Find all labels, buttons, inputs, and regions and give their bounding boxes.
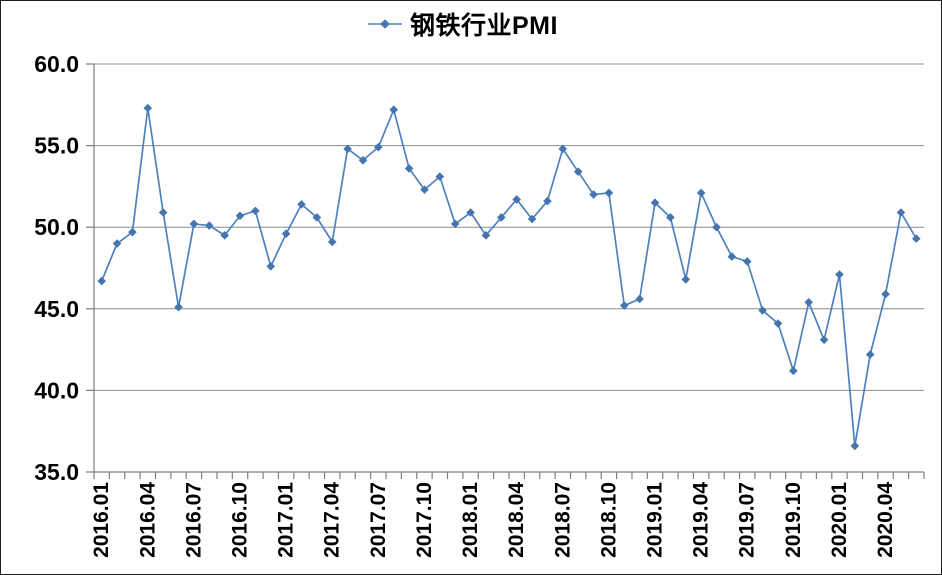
data-point-marker <box>189 219 199 229</box>
data-point-marker <box>404 164 414 173</box>
data-point-marker <box>635 294 644 304</box>
y-axis-label: 60.0 <box>34 51 79 77</box>
legend-line-marker-icon <box>368 19 402 29</box>
x-axis-label: 2019.07 <box>736 482 759 558</box>
data-point-marker <box>497 213 506 222</box>
data-point-marker <box>97 276 106 286</box>
data-point-marker <box>589 190 598 199</box>
data-point-marker <box>466 208 475 217</box>
data-point-marker <box>128 227 137 237</box>
data-point-marker <box>742 257 752 266</box>
data-point-marker <box>343 144 352 154</box>
data-point-marker <box>881 289 890 299</box>
legend-label: 钢铁行业PMI <box>410 12 558 40</box>
data-point-marker <box>235 211 245 221</box>
legend: 钢铁行业PMI <box>367 7 558 41</box>
data-point-marker <box>912 234 921 243</box>
x-axis-label: 2018.01 <box>459 482 482 558</box>
y-axis-label: 55.0 <box>34 133 79 159</box>
data-point-marker <box>158 208 168 217</box>
data-point-marker <box>174 302 183 312</box>
x-axis-label: 2016.07 <box>182 482 205 558</box>
x-axis-label: 2016.01 <box>90 482 113 558</box>
x-axis-label: 2019.01 <box>644 482 667 558</box>
y-axis-label: 40.0 <box>34 377 79 403</box>
y-axis-label: 45.0 <box>34 296 79 322</box>
data-point-marker <box>573 167 583 177</box>
data-point-marker <box>420 185 429 194</box>
data-point-marker <box>666 213 675 222</box>
data-point-marker <box>619 301 629 310</box>
data-point-marker <box>850 441 860 451</box>
data-point-marker <box>481 231 491 240</box>
data-point-marker <box>143 103 153 113</box>
data-point-marker <box>865 350 875 359</box>
data-point-marker <box>727 252 737 261</box>
x-axis-label: 2016.10 <box>229 482 252 558</box>
x-axis-label: 2018.10 <box>597 482 620 558</box>
data-point-marker <box>758 306 767 315</box>
data-point-marker <box>281 229 291 239</box>
x-axis-label: 2017.10 <box>413 482 436 558</box>
data-point-marker <box>266 262 276 271</box>
data-point-marker <box>696 188 706 198</box>
x-axis-label: 2017.04 <box>321 482 344 558</box>
data-point-marker <box>773 319 783 328</box>
data-point-marker <box>358 155 368 165</box>
data-point-marker <box>896 208 906 217</box>
x-axis-label: 2017.01 <box>275 482 298 558</box>
data-point-marker <box>804 297 814 307</box>
x-axis-label: 2019.10 <box>782 482 805 558</box>
y-axis-label: 50.0 <box>34 214 79 240</box>
data-point-marker <box>220 231 229 240</box>
data-point-marker <box>374 142 383 152</box>
x-axis-label: 2020.04 <box>874 482 897 558</box>
data-point-marker <box>681 275 691 284</box>
data-point-marker <box>251 206 260 216</box>
x-axis-label: 2019.04 <box>690 482 713 558</box>
x-axis-label: 2018.04 <box>505 482 528 558</box>
x-axis-label: 2020.01 <box>828 482 851 558</box>
pmi-series-line <box>100 107 918 447</box>
data-point-marker <box>327 237 337 247</box>
data-point-marker <box>819 335 829 345</box>
x-axis-label: 2017.07 <box>367 482 390 558</box>
data-point-marker <box>835 270 844 279</box>
data-point-marker <box>435 172 445 181</box>
x-axis-label: 2018.07 <box>551 482 574 558</box>
data-point-marker <box>297 200 306 209</box>
data-point-marker <box>389 105 399 114</box>
data-point-marker <box>204 221 214 230</box>
data-point-marker <box>112 239 122 248</box>
data-point-marker <box>512 195 521 204</box>
x-axis-label: 2016.04 <box>136 482 159 558</box>
data-point-marker <box>712 222 721 232</box>
data-point-marker <box>604 188 614 198</box>
data-point-marker <box>450 219 460 229</box>
data-point-marker <box>650 198 660 208</box>
data-point-marker <box>527 214 537 224</box>
y-axis-label: 35.0 <box>34 459 79 485</box>
data-point-marker <box>543 196 552 206</box>
data-point-marker <box>312 213 322 222</box>
data-point-marker <box>789 366 798 376</box>
data-point-marker <box>558 144 568 154</box>
